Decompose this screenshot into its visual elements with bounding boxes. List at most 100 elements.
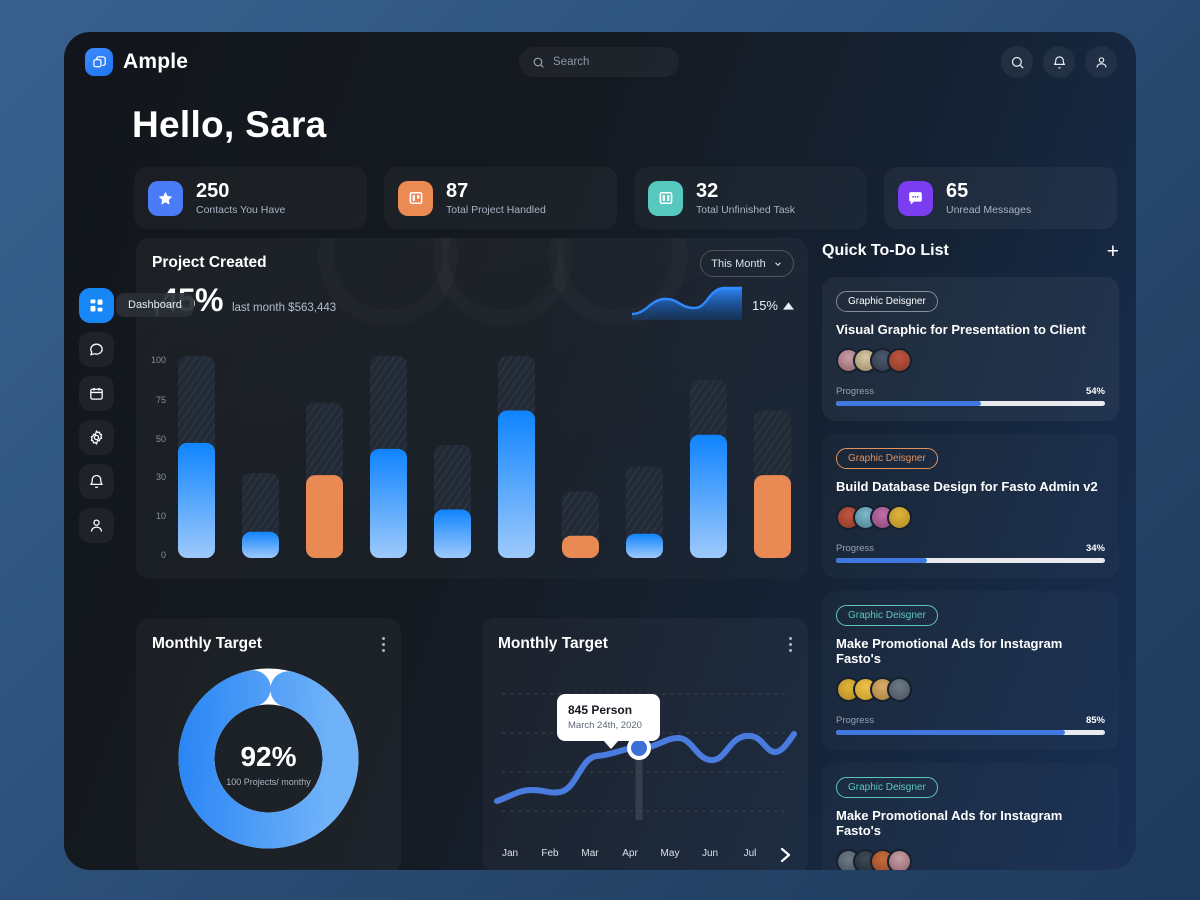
sidebar-item-profile[interactable] [79, 508, 114, 543]
bell-icon [90, 474, 103, 489]
todo-header: Quick To-Do List + [822, 238, 1119, 264]
svg-text:Jun: Jun [702, 848, 718, 859]
page-title: Hello, Sara [132, 104, 327, 145]
book-icon [648, 180, 683, 216]
user-icon[interactable] [1085, 46, 1117, 78]
bar-value[interactable] [370, 448, 407, 558]
task-card[interactable]: Graphic Deisgner Visual Graphic for Pres… [822, 277, 1119, 421]
sidebar-item-dashboard[interactable] [79, 288, 114, 323]
stat-label: Total Project Handled [446, 203, 546, 216]
progress-percent: 34% [1085, 543, 1105, 554]
kebab-icon[interactable] [789, 637, 792, 652]
caret-up-icon [783, 301, 794, 310]
stat-value: 250 [196, 179, 230, 202]
search-box[interactable] [519, 47, 679, 77]
header-actions [1001, 46, 1117, 78]
trend-indicator: 15% [752, 298, 794, 313]
bell-icon[interactable] [1043, 46, 1075, 78]
sidebar-item-calendar[interactable] [79, 376, 114, 411]
bar-value[interactable] [562, 535, 599, 558]
donut-center-value: 92% [240, 741, 296, 772]
search-icon [533, 57, 544, 68]
progress-fill [836, 401, 982, 406]
todo-title: Quick To-Do List [822, 242, 949, 259]
task-tag: Graphic Deisgner [836, 291, 938, 312]
stat-value: 32 [696, 179, 719, 202]
svg-text:0: 0 [161, 550, 166, 560]
avatar [887, 348, 912, 373]
svg-text:Jan: Jan [502, 848, 518, 859]
bar-value[interactable] [178, 442, 215, 558]
task-avatars [836, 505, 1105, 530]
sidebar-item-messages[interactable] [79, 332, 114, 367]
calendar-icon [90, 387, 103, 400]
time-range-select[interactable]: This Month [700, 250, 794, 277]
task-card[interactable]: Graphic Deisgner Build Database Design f… [822, 434, 1119, 578]
panel-title: Project Created [152, 254, 267, 271]
bar-value[interactable] [242, 531, 279, 558]
task-avatars [836, 677, 1105, 702]
layers-icon [85, 48, 113, 76]
task-tag: Graphic Deisgner [836, 605, 938, 626]
chevron-down-icon [774, 261, 781, 266]
progress-label: Progress [836, 543, 875, 554]
task-title: Visual Graphic for Presentation to Clien… [836, 322, 1086, 337]
donut-chart: 92% 100 Projects/ monthy [178, 668, 359, 849]
task-title: Build Database Design for Fasto Admin v2 [836, 479, 1098, 494]
add-task-button[interactable]: + [1106, 239, 1119, 263]
stat-value: 87 [446, 179, 469, 202]
kebab-icon[interactable] [382, 637, 385, 652]
svg-text:50: 50 [156, 434, 166, 444]
message-icon [898, 180, 933, 216]
app-header: Ample [64, 32, 1136, 94]
task-list: Graphic Deisgner Visual Graphic for Pres… [822, 277, 1119, 870]
svg-text:May: May [661, 848, 680, 859]
trend-value: 15% [751, 298, 778, 313]
stat-card-contacts[interactable]: 250 Contacts You Have [134, 167, 367, 229]
sidebar-item-settings[interactable] [79, 420, 114, 455]
monthly-target-donut-card: Monthly Target 92% 100 Projects/ monthy [136, 618, 401, 870]
svg-text:75: 75 [156, 395, 166, 405]
stat-card-unfinished[interactable]: 32 Total Unfinished Task [634, 167, 867, 229]
bar-value[interactable] [626, 533, 663, 558]
data-point [631, 740, 647, 756]
avatar [887, 505, 912, 530]
task-card[interactable]: Graphic Deisgner Make Promotional Ads fo… [822, 591, 1119, 750]
progress-track [836, 401, 1105, 406]
bar-value[interactable] [498, 410, 535, 558]
bar-value[interactable] [306, 475, 343, 558]
sidebar-item-notifications[interactable] [79, 464, 114, 499]
stat-card-messages[interactable]: 65 Unread Messages [884, 167, 1117, 229]
svg-text:30: 30 [156, 472, 166, 482]
stat-card-projects[interactable]: 87 Total Project Handled [384, 167, 617, 229]
quick-todo-list: Quick To-Do List + Graphic Deisgner Visu… [822, 238, 1119, 870]
task-avatars [836, 849, 1105, 870]
sparkline-chart [632, 286, 742, 320]
avatar [887, 677, 912, 702]
search-icon[interactable] [1001, 46, 1033, 78]
bar-series [178, 356, 791, 558]
brand-name: Ample [123, 50, 189, 73]
grid-icon [90, 299, 103, 312]
task-title: Make Promotional Ads for Instagram Fasto… [836, 808, 1063, 838]
project-created-subtitle: last month $563,443 [231, 302, 337, 314]
progress-percent: 54% [1085, 386, 1105, 397]
chart-tooltip: 845 Person March 24th, 2020 [557, 694, 660, 749]
bar-value[interactable] [690, 434, 727, 558]
progress-fill [836, 558, 928, 563]
bar-value[interactable] [754, 475, 791, 558]
tooltip-date: March 24th, 2020 [568, 720, 642, 731]
task-card[interactable]: Graphic Deisgner Make Promotional Ads fo… [822, 763, 1119, 870]
user-icon [90, 519, 103, 532]
stat-label: Contacts You Have [196, 203, 286, 216]
search-input[interactable] [553, 56, 658, 68]
bar-value[interactable] [434, 509, 471, 558]
task-progress-row: Progress 54% [836, 386, 1105, 397]
task-progress-row: Progress 34% [836, 543, 1105, 554]
task-avatars [836, 348, 1105, 373]
svg-text:100: 100 [151, 355, 166, 365]
progress-fill [836, 730, 1065, 735]
tooltip-value: 845 Person [568, 703, 633, 717]
progress-label: Progress [836, 386, 875, 397]
chat-icon [90, 343, 103, 356]
